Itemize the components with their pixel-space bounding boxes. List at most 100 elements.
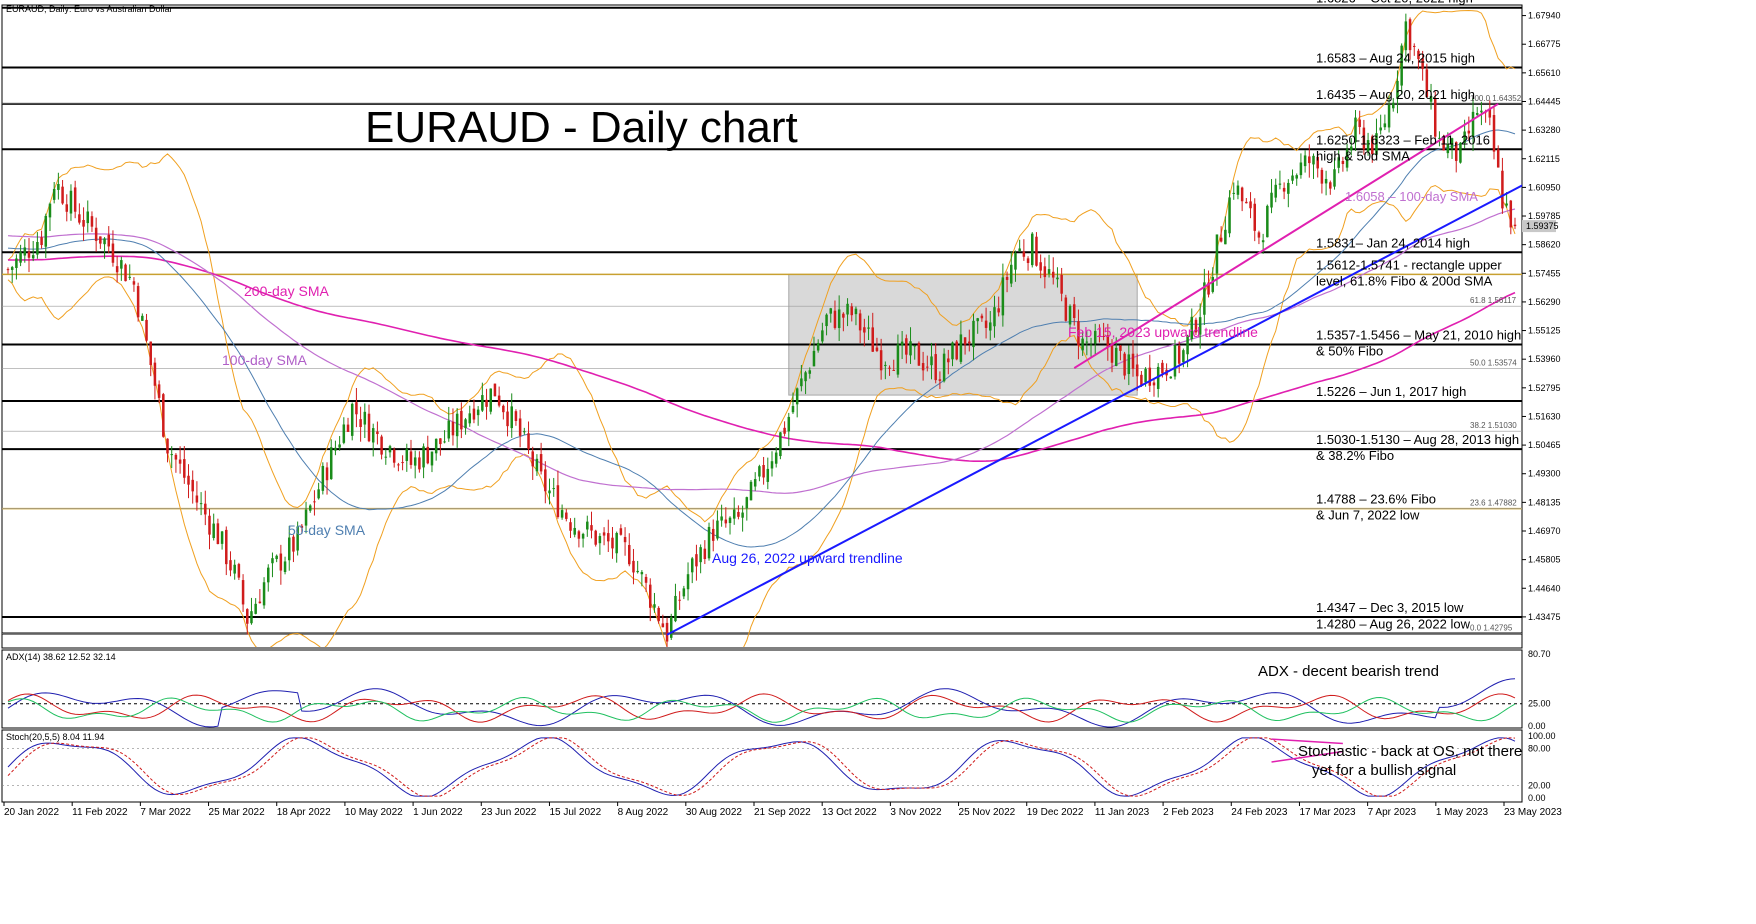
candle-body <box>1358 119 1361 128</box>
candle-body <box>695 554 698 567</box>
candle-body <box>237 564 241 578</box>
price-tick-label: 1.49300 <box>1528 469 1561 479</box>
candle-body <box>94 227 98 241</box>
price-tick-label: 1.51630 <box>1528 411 1561 421</box>
sma200-line <box>7 255 1516 462</box>
candle-body <box>296 526 299 551</box>
candle-body <box>909 341 912 356</box>
candle-body <box>363 411 367 425</box>
candle-body <box>141 315 144 321</box>
fibo-label: 50.0 1.53574 <box>1470 359 1517 368</box>
candle-body <box>699 547 702 563</box>
candle-body <box>187 475 190 485</box>
candle-body <box>632 560 635 573</box>
candle-body <box>397 464 400 466</box>
date-label: 7 Apr 2023 <box>1368 807 1417 818</box>
level-label: 1.6583 – Aug 24, 2015 high <box>1316 50 1475 65</box>
candle-body <box>741 512 744 518</box>
candle-body <box>191 479 194 492</box>
candle-body <box>103 238 106 245</box>
candle-body <box>825 314 828 327</box>
candle-body <box>195 495 199 503</box>
candle-body <box>804 372 807 382</box>
candle-body <box>690 558 694 573</box>
candle-body <box>1308 156 1311 164</box>
candle-body <box>607 533 610 542</box>
candle-body <box>800 378 803 387</box>
candle-body <box>1509 200 1513 228</box>
candle-body <box>963 337 967 345</box>
candle-body <box>1043 266 1047 278</box>
candle-body <box>669 617 673 638</box>
candle-body <box>376 431 379 435</box>
candle-body <box>938 379 942 381</box>
date-label: 18 Apr 2022 <box>277 807 331 818</box>
current-price-label: 1.59375 <box>1526 221 1559 231</box>
candle-body <box>52 188 56 200</box>
candle-body <box>418 457 421 470</box>
candle-body <box>1467 130 1471 134</box>
stoch-tick-label: 100.00 <box>1528 731 1556 741</box>
fibo-label: 100.0 1.64352 <box>1470 94 1522 103</box>
candle-body <box>342 424 346 443</box>
candle-body <box>837 309 841 329</box>
candle-body <box>1102 335 1105 337</box>
candle-body <box>1379 127 1382 131</box>
candle-body <box>1123 353 1126 376</box>
candle-body <box>392 449 396 463</box>
candle-body <box>61 186 64 204</box>
candle-body <box>1320 169 1324 184</box>
candle-body <box>1190 316 1194 340</box>
date-label: 15 Jul 2022 <box>549 807 601 818</box>
candle-body <box>1253 203 1256 231</box>
fibo-label: 0.0 1.42795 <box>1470 624 1513 633</box>
candle-body <box>821 330 824 342</box>
candle-body <box>99 236 102 244</box>
candle-body <box>1505 203 1508 206</box>
price-tick-label: 1.55125 <box>1528 326 1561 336</box>
trendline-aug-2022 <box>666 184 1522 636</box>
candle-body <box>1106 335 1110 348</box>
candle-body <box>254 603 257 614</box>
candle-body <box>367 413 371 442</box>
candle-body <box>858 313 862 331</box>
candle-body <box>455 413 459 437</box>
candle-body <box>1232 192 1236 194</box>
candle-body <box>447 420 451 439</box>
candle-body <box>476 409 480 416</box>
candle-body <box>795 388 799 405</box>
candle-body <box>787 416 791 432</box>
candle-body <box>598 536 602 544</box>
candle-body <box>674 595 677 622</box>
candle-body <box>875 347 879 351</box>
candle-body <box>1018 248 1021 251</box>
candle-body <box>216 523 220 545</box>
candle-body <box>703 548 707 560</box>
date-label: 8 Aug 2022 <box>618 807 669 818</box>
candle-body <box>905 338 908 355</box>
candle-body <box>921 363 925 371</box>
price-tick-label: 1.48135 <box>1528 497 1561 507</box>
candle-body <box>1039 262 1042 271</box>
price-tick-label: 1.50465 <box>1528 440 1561 450</box>
candle-body <box>774 452 778 464</box>
candle-body <box>250 611 253 624</box>
candle-body <box>900 341 904 346</box>
candle-body <box>770 461 774 469</box>
candle-body <box>10 267 14 270</box>
candle-body <box>980 315 984 319</box>
candle-body <box>649 584 652 608</box>
candle-body <box>468 413 472 424</box>
fibo-label: 23.6 1.47882 <box>1470 499 1517 508</box>
candle-body <box>653 604 656 608</box>
candle-body <box>1425 69 1429 98</box>
candle-body <box>766 468 770 482</box>
sma100-label: 100-day SMA <box>222 352 307 368</box>
candle-body <box>1093 330 1097 344</box>
candle-body <box>816 342 820 351</box>
candle-body <box>565 512 568 519</box>
candle-body <box>984 320 988 328</box>
candle-body <box>842 313 845 318</box>
candle-body <box>1433 98 1437 137</box>
